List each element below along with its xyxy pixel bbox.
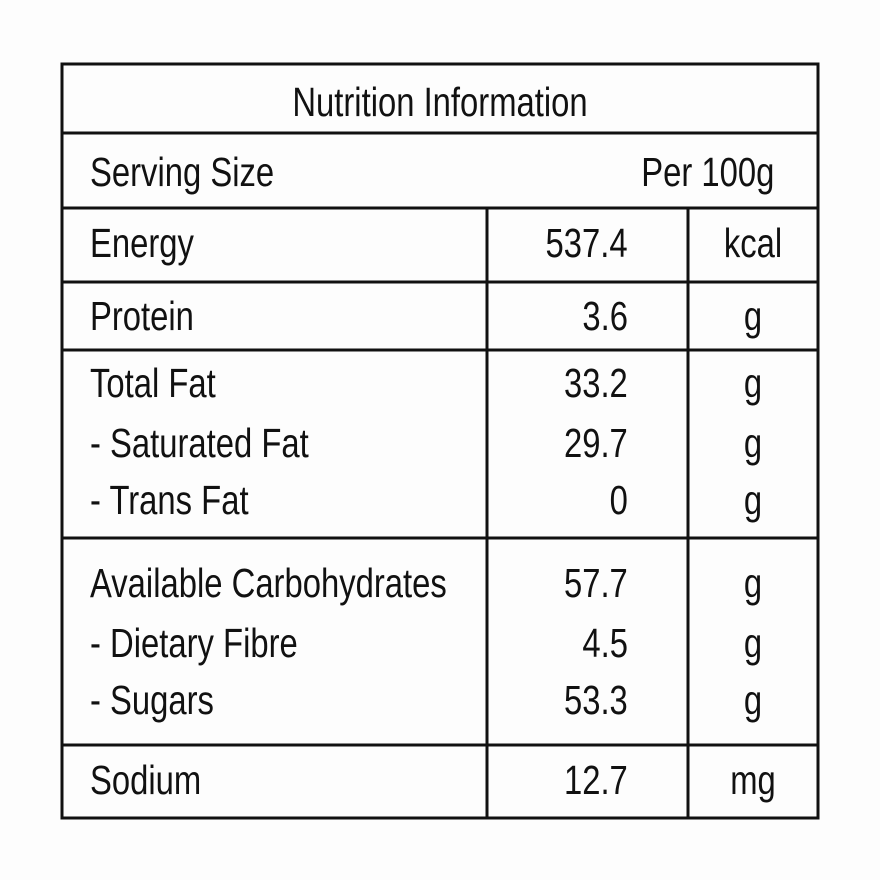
nutrient-unit: g [743,360,763,406]
nutrient-name: - Dietary Fibre [90,620,298,666]
nutrient-value: 4.5 [582,620,628,666]
nutrient-unit: g [743,293,763,339]
nutrient-value: 3.6 [582,293,628,339]
nutrient-unit: g [743,620,763,666]
nutrient-value: 33.2 [564,360,628,406]
nutrient-unit: g [743,677,763,723]
serving-value: Per 100g [640,149,774,195]
serving-label: Serving Size [90,149,275,195]
nutrient-name: Available Carbohydrates [90,560,447,606]
nutrient-unit: g [743,477,763,523]
outer-border [60,62,820,820]
nutrient-name: - Sugars [90,677,214,723]
nutrient-value: 537.4 [545,220,628,266]
nutrient-value: 0 [609,477,628,523]
nutrient-value: 29.7 [564,420,628,466]
nutrient-unit: g [743,420,763,466]
nutrient-name: Total Fat [90,360,216,406]
nutrient-value: 12.7 [564,757,628,803]
nutrient-value: 53.3 [564,677,628,723]
nutrient-value: 57.7 [564,560,628,606]
nutrient-unit: kcal [723,220,783,266]
nutrient-unit: g [743,560,763,606]
nutrient-name: Energy [90,220,194,266]
nutrient-unit: mg [730,757,776,803]
nutrient-name: Protein [90,293,194,339]
nutrient-name: Sodium [90,757,202,803]
nutrient-name: - Saturated Fat [90,420,309,466]
nutrient-name: - Trans Fat [90,477,249,523]
title: Nutrition Information [292,79,588,125]
